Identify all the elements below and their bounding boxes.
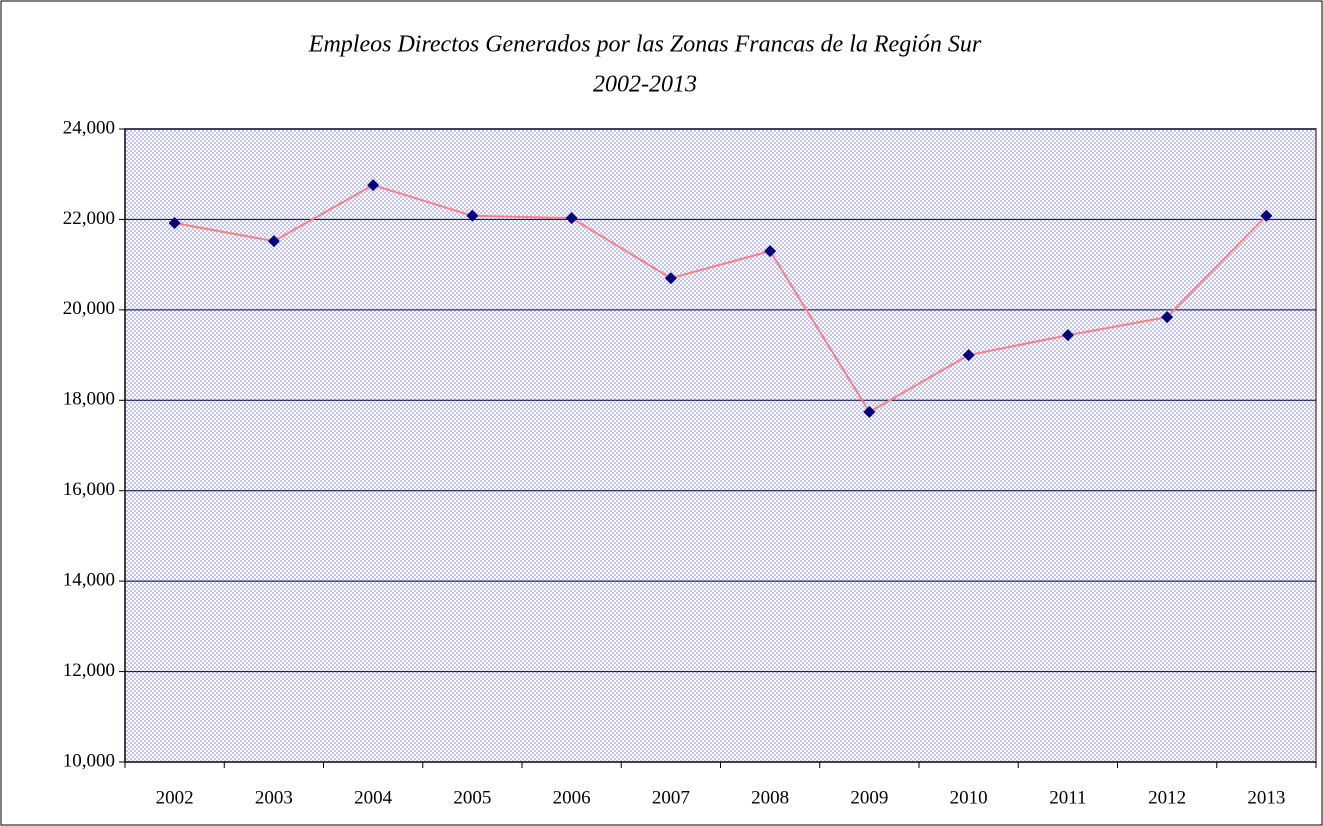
- y-tick-label: 22,000: [63, 208, 115, 229]
- y-tick-label: 10,000: [63, 750, 115, 771]
- y-tick-label: 14,000: [63, 570, 115, 591]
- marker: [863, 406, 876, 419]
- plot-area: [124, 128, 1317, 763]
- marker: [1161, 311, 1174, 324]
- marker: [367, 179, 380, 192]
- y-tick-label: 24,000: [63, 117, 115, 138]
- series-line: [174, 183, 1268, 414]
- x-tick-label: 2012: [1148, 787, 1186, 808]
- x-tick-label: 2007: [652, 787, 690, 808]
- y-tick-label: 18,000: [63, 389, 115, 410]
- x-tick-label: 2009: [850, 787, 888, 808]
- y-tick-label: 16,000: [63, 479, 115, 500]
- y-tick-label: 20,000: [63, 298, 115, 319]
- chart-title: Empleos Directos Generados por las Zonas…: [308, 32, 982, 58]
- marker: [565, 212, 578, 225]
- x-tick-label: 2004: [354, 787, 393, 808]
- marker: [1061, 329, 1074, 342]
- x-tick-label: 2006: [553, 787, 591, 808]
- x-tick-label: 2013: [1247, 787, 1285, 808]
- x-tick-label: 2005: [453, 787, 491, 808]
- x-tick-label: 2008: [751, 787, 789, 808]
- marker: [168, 217, 181, 230]
- marker: [1260, 209, 1273, 222]
- x-tick-label: 2010: [950, 787, 988, 808]
- marker: [466, 209, 479, 222]
- marker: [267, 235, 280, 248]
- x-tick-label: 2003: [255, 787, 293, 808]
- marker: [962, 349, 975, 362]
- y-tick-label: 12,000: [63, 660, 115, 681]
- marker: [764, 245, 777, 258]
- x-tick-label: 2002: [156, 787, 194, 808]
- chart-subtitle: 2002-2013: [593, 72, 697, 98]
- marker: [664, 272, 677, 285]
- x-tick-label: 2011: [1049, 787, 1086, 808]
